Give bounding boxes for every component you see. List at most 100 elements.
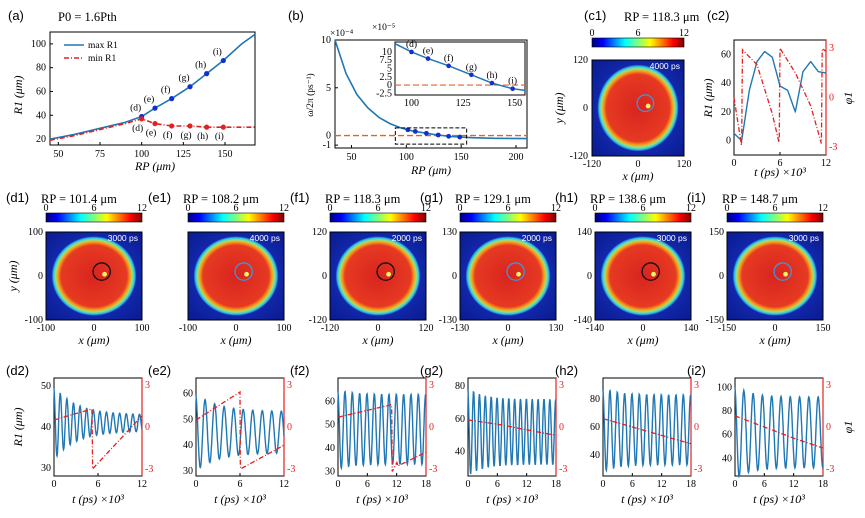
map-i1-trajectory	[773, 262, 792, 281]
x-tick-label-d1: -100	[37, 323, 55, 334]
x-tick-label-h2: 0	[601, 479, 606, 490]
y-tick-label-left-f2: 30	[325, 466, 335, 477]
panel-label-g1: (g1)	[420, 190, 443, 205]
colorbar-tick-label: 6	[234, 203, 239, 214]
y-axis-label-right-ts: φ1	[841, 421, 855, 434]
marker-max-a	[220, 57, 226, 64]
phase-series-c2	[733, 46, 827, 146]
y-tick-label-h1: 140	[577, 227, 592, 238]
x-axis-label-h1: x (μm)	[626, 333, 658, 347]
panel-label-b: (b)	[288, 8, 304, 23]
map-d1-time-label: 3000 ps	[108, 233, 138, 243]
panel-label-e1: (e1)	[148, 190, 171, 205]
x-tick-label-c1: -120	[583, 159, 601, 170]
y-tick-label-left-g2: 40	[455, 447, 465, 458]
marker-label-max-a: (h)	[195, 60, 206, 71]
panel-label-c1: (c1)	[584, 8, 606, 23]
x-tick-label-i1: -150	[718, 323, 736, 334]
x-axis-label-d1: x (μm)	[77, 333, 109, 347]
exponent-b: ×10⁻⁴	[330, 29, 354, 39]
marker-label-max-a: (e)	[144, 94, 155, 105]
x-tick-label-c2: 12	[821, 158, 831, 169]
y-tick-label-b: 5	[326, 83, 331, 94]
y-axis-label-a: R1 (μm)	[11, 75, 25, 115]
y-tick-label-left-d2: 30	[41, 463, 51, 474]
x-tick-label-g1: 130	[549, 323, 564, 334]
phase-series-i2	[734, 415, 824, 449]
colorbar-tick-label: 6	[506, 203, 511, 214]
inset-marker	[510, 86, 515, 92]
x-tick-label-b: 100	[399, 152, 414, 163]
x-axis-label-i2: t (ps) ×10³	[753, 492, 805, 506]
title-c1: RP = 118.3 μm	[624, 10, 700, 24]
y-tick-label-right-f2: 0	[429, 422, 434, 433]
panel-label-h1: (h1)	[555, 190, 578, 205]
inset-y-tick-label: 5	[387, 64, 392, 75]
x-tick-label-d2: 6	[96, 479, 101, 490]
colorbar-tick-label: 6	[773, 203, 778, 214]
y-tick-label-right-h2: -3	[694, 464, 702, 475]
marker-min-a	[169, 123, 175, 129]
y-axis-label-right-c2: φ1	[841, 92, 855, 105]
x-axis-label-h2: t (ps) ×10³	[621, 492, 673, 506]
x-tick-label-a: 50	[53, 149, 63, 160]
marker-label-min-a: (g)	[180, 130, 191, 141]
y-tick-label-right-c2: 0	[829, 93, 834, 104]
r1-series-d2	[53, 387, 143, 459]
title-d1: RP = 101.4 μm	[41, 192, 117, 206]
x-tick-label-i2: 0	[733, 479, 738, 490]
marker-label-max-a: (i)	[213, 47, 222, 58]
x-tick-label-i2: 18	[818, 479, 828, 490]
y-tick-label-g1: 130	[442, 227, 457, 238]
colorbar-tick-label: 12	[818, 203, 828, 214]
marker-b	[457, 134, 463, 140]
colorbar-tick-label: 12	[279, 203, 289, 214]
x-tick-label-e1: 0	[234, 323, 239, 334]
inset-marker-label: (h)	[486, 70, 497, 81]
x-axis-label-f1: x (μm)	[361, 333, 393, 347]
marker-b	[423, 130, 429, 136]
inset-series-line	[394, 43, 526, 92]
y-tick-label-right-c2: -3	[829, 142, 837, 153]
colorbar-i1	[726, 212, 824, 223]
marker-max-a	[169, 96, 175, 102]
marker-label-min-a: (f)	[163, 130, 173, 141]
x-axis-label-e1: x (μm)	[219, 333, 251, 347]
y-tick-label-left-i2: 40	[722, 453, 732, 464]
x-tick-label-a: 75	[95, 149, 105, 160]
y-tick-label-right-e2: -3	[287, 464, 295, 475]
colorbar-d1	[45, 212, 143, 223]
map-e1-time-label: 4000 ps	[250, 233, 280, 243]
inset-marker-label: (i)	[508, 76, 517, 87]
y-tick-label-d1: 0	[38, 271, 43, 282]
marker-label-min-a: (d)	[132, 123, 143, 134]
colorbar-tick-label: 0	[725, 203, 730, 214]
x-tick-label-e2: 12	[279, 479, 289, 490]
title-e1: RP = 108.2 μm	[183, 192, 259, 206]
y-tick-label-a: 100	[31, 39, 46, 50]
x-tick-label-e1: -100	[179, 323, 197, 334]
x-tick-label-c2: 0	[732, 158, 737, 169]
x-tick-label-g2: 18	[551, 479, 561, 490]
y-tick-label-left-e2: 30	[183, 466, 193, 477]
colorbar-tick-label: 12	[679, 28, 689, 39]
x-tick-label-h2: 18	[686, 479, 696, 490]
map-h1-vortex-core	[651, 271, 656, 277]
colorbar-tick-label: 6	[636, 28, 641, 39]
y-tick-label-c1: -120	[570, 151, 588, 162]
y-tick-label-right-d2: 0	[145, 422, 150, 433]
r1-series-f2	[337, 390, 427, 471]
panel-label-a: (a)	[8, 8, 24, 23]
colorbar-tick-label: 0	[186, 203, 191, 214]
y-tick-label-left-c2: 20	[721, 107, 731, 118]
colorbar-tick-label: 12	[551, 203, 561, 214]
map-g1-trajectory	[506, 262, 525, 281]
x-tick-label-d1: 0	[92, 323, 97, 334]
y-tick-label-right-f2: -3	[429, 464, 437, 475]
y-tick-label-left-f2: 60	[325, 396, 335, 407]
inset-marker-label: (e)	[423, 46, 434, 57]
x-tick-label-d2: 0	[52, 479, 57, 490]
y-tick-label-b: 0	[326, 131, 331, 142]
